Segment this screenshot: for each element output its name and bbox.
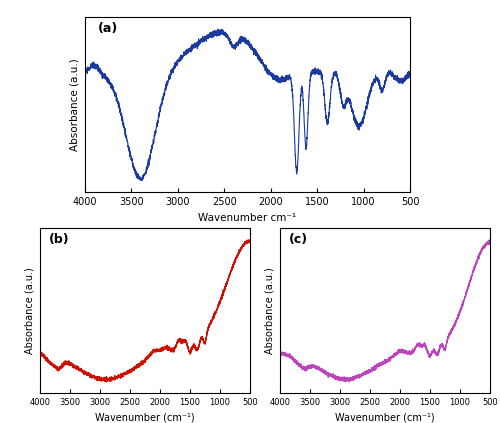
Y-axis label: Absorbance (a.u.): Absorbance (a.u.) (70, 58, 80, 151)
Y-axis label: Absorbance (a.u.): Absorbance (a.u.) (24, 267, 34, 354)
X-axis label: Wavenumber (cm⁻¹): Wavenumber (cm⁻¹) (335, 413, 435, 423)
Text: (a): (a) (98, 22, 118, 35)
Text: (b): (b) (48, 233, 69, 246)
Y-axis label: Absorbance (a.u.): Absorbance (a.u.) (264, 267, 274, 354)
Text: (c): (c) (288, 233, 308, 246)
X-axis label: Wavenumber (cm⁻¹): Wavenumber (cm⁻¹) (95, 413, 195, 423)
X-axis label: Wavenumber cm⁻¹: Wavenumber cm⁻¹ (198, 213, 296, 223)
